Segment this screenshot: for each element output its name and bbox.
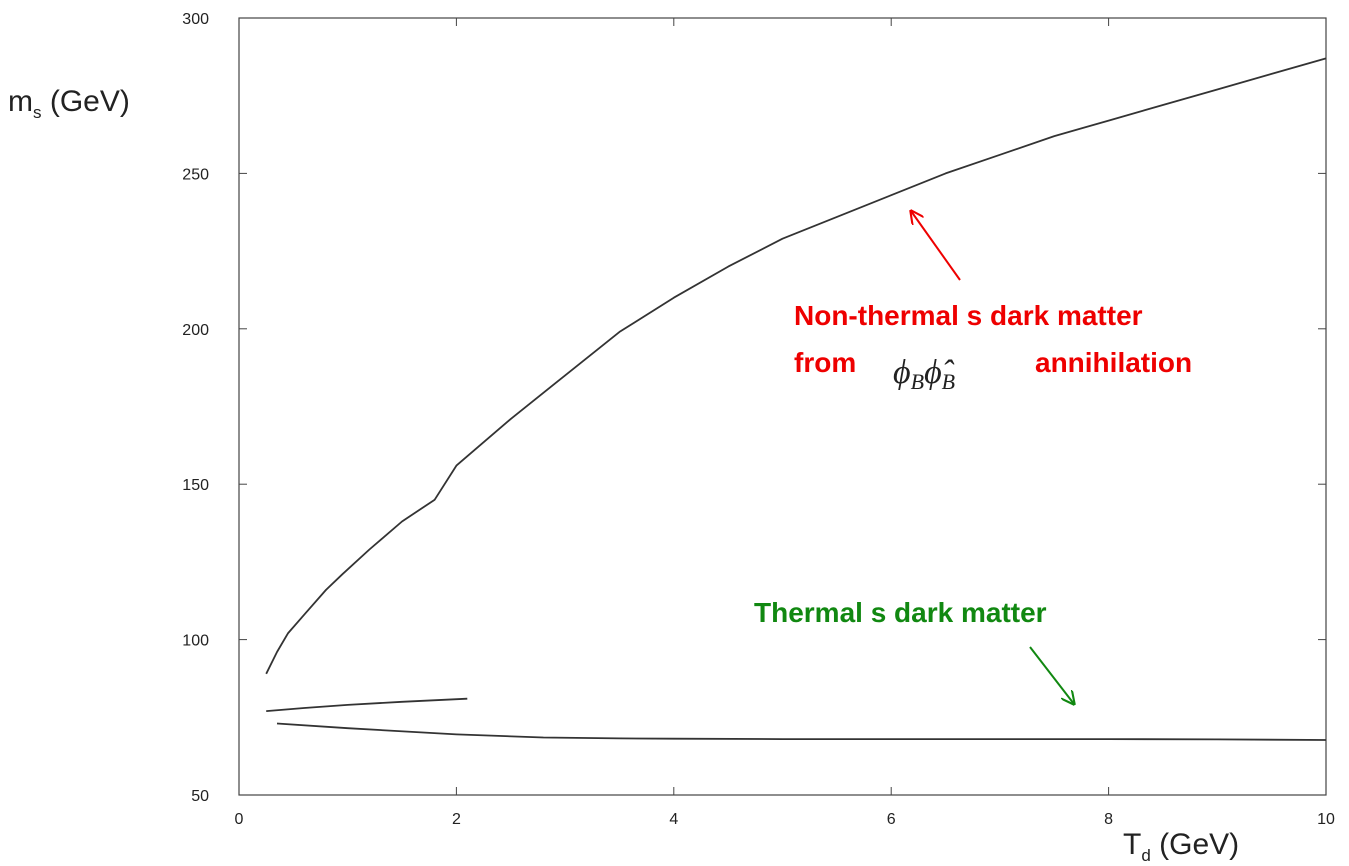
x-tick-label: 0 (235, 811, 244, 828)
series-layer (265, 57, 1327, 741)
x-tick-label: 2 (452, 811, 461, 828)
x-axis-label-unit: (GeV) (1151, 828, 1239, 861)
annotation-thermal-line1: Thermal s dark matter (754, 597, 1047, 628)
y-axis-label-unit: (GeV) (42, 85, 130, 118)
plot-frame (238, 17, 1327, 796)
y-axis-ticks: 50 100 150 200 250 300 (182, 11, 1326, 805)
y-tick-label: 50 (191, 788, 209, 805)
series-line-1 (265, 57, 1327, 675)
annotation-thermal-arrow (1029, 646, 1074, 704)
y-axis-label-symbol: m (8, 85, 33, 118)
x-tick-label: 10 (1317, 811, 1335, 828)
x-axis-label-symbol: T (1123, 828, 1141, 861)
annotation-phi-symbol: ϕBϕ̂B (893, 354, 955, 394)
annotation-nonthermal: Non-thermal s dark matter from ϕBϕ̂B ann… (794, 211, 1192, 394)
annotation-nonthermal-line1: Non-thermal s dark matter (794, 300, 1143, 331)
annotation-thermal: Thermal s dark matter (754, 597, 1074, 704)
y-tick-label: 150 (182, 477, 209, 494)
y-tick-label: 250 (182, 166, 209, 183)
series-line-3 (276, 722, 1327, 741)
x-tick-label: 4 (669, 811, 678, 828)
y-axis-label-subscript: s (33, 103, 42, 122)
y-tick-label: 100 (182, 633, 209, 650)
y-axis-label: ms (GeV) (8, 85, 130, 122)
y-tick-label: 300 (182, 11, 209, 28)
annotation-nonthermal-suffix: annihilation (1035, 347, 1192, 378)
annotation-nonthermal-arrow (911, 211, 961, 281)
annotation-nonthermal-from: from (794, 347, 856, 378)
x-tick-label: 8 (1104, 811, 1113, 828)
x-axis-label-subscript: d (1141, 846, 1150, 865)
series-line-2 (266, 697, 468, 712)
x-tick-label: 6 (887, 811, 896, 828)
y-tick-label: 200 (182, 322, 209, 339)
x-axis-ticks: 0 2 4 6 8 10 (235, 18, 1335, 828)
x-axis-label: Td (GeV) (1123, 828, 1239, 865)
